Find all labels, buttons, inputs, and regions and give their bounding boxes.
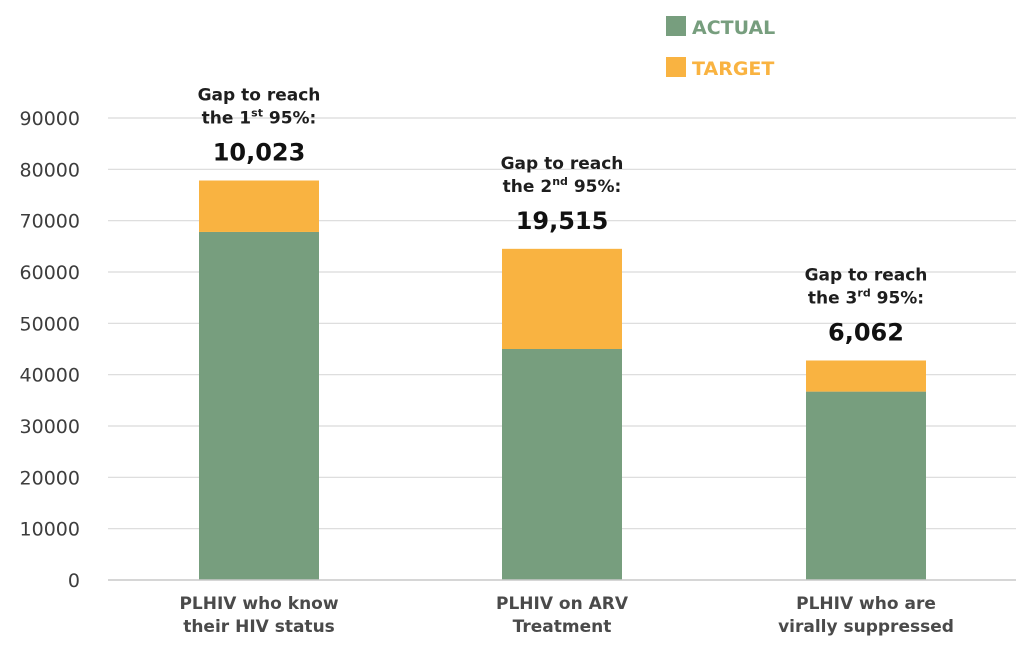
gap-label-prefix: the 1	[202, 109, 252, 129]
y-tick-label: 50000	[20, 313, 80, 335]
legend-swatch-actual	[666, 16, 686, 36]
gap-label-suffix: 95%:	[871, 288, 924, 308]
y-tick-label: 70000	[20, 211, 80, 233]
gap-value: 10,023	[213, 139, 306, 167]
gap-value: 6,062	[828, 318, 904, 346]
gap-label-suffix: 95%:	[568, 177, 621, 197]
gap-label-ordinal: nd	[552, 175, 568, 188]
gap-label-prefix: the 3	[808, 288, 858, 308]
bar-actual-3	[806, 391, 926, 580]
category-label: virally suppressed	[778, 617, 954, 637]
gap-label-line2: the 2nd 95%:	[503, 175, 622, 197]
gap-label-line1: Gap to reach	[501, 154, 624, 174]
legend-swatch-target	[666, 57, 686, 77]
category-label: PLHIV who are	[796, 594, 936, 614]
y-tick-label: 10000	[20, 519, 80, 541]
gap-label-line2: the 3rd 95%:	[808, 286, 924, 308]
category-label: their HIV status	[183, 617, 335, 637]
gap-label-line2: the 1st 95%:	[202, 107, 317, 129]
gap-label-prefix: the 2	[503, 177, 553, 197]
bar-target-1	[199, 180, 319, 232]
y-tick-label: 20000	[20, 467, 80, 489]
y-tick-label: 0	[68, 570, 80, 592]
category-label: PLHIV who know	[179, 594, 338, 614]
gap-label-ordinal: rd	[857, 286, 870, 299]
gap-label-line1: Gap to reach	[198, 86, 321, 106]
bar-actual-1	[199, 231, 319, 580]
gap-label-suffix: 95%:	[263, 109, 316, 129]
bar-actual-2	[502, 349, 622, 580]
gap-label-line1: Gap to reach	[805, 265, 928, 285]
y-tick-label: 60000	[20, 262, 80, 284]
bar-target-2	[502, 248, 622, 349]
category-label: PLHIV on ARV	[496, 594, 629, 614]
y-axis: 0 10000 20000 30000 40000 50000 60000 70000 8000…	[20, 108, 80, 592]
bar-target-3	[806, 360, 926, 392]
y-tick-label: 30000	[20, 416, 80, 438]
y-tick-label: 90000	[20, 108, 80, 130]
legend-label-actual: ACTUAL	[692, 17, 775, 39]
x-axis: PLHIV who know their HIV status PLHIV on A…	[108, 579, 1016, 637]
gap-label-ordinal: st	[251, 107, 263, 120]
bars	[199, 180, 926, 580]
y-tick-label: 80000	[20, 159, 80, 181]
category-label: Treatment	[513, 617, 612, 637]
gap-value: 19,515	[516, 207, 609, 235]
y-tick-label: 40000	[20, 365, 80, 387]
legend-label-target: TARGET	[692, 58, 774, 80]
legend: ACTUAL TARGET	[666, 16, 775, 80]
